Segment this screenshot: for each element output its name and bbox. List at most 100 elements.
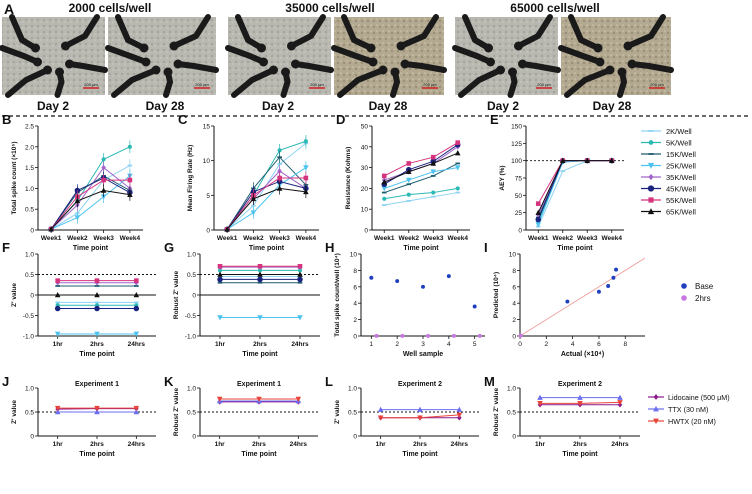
electrode-pad (605, 65, 615, 75)
electrode-pad (163, 67, 173, 77)
y-tick-label: 0.5 (25, 410, 34, 417)
series-line (50, 177, 131, 230)
legend-item: 65K/Well (641, 208, 696, 217)
electrode-pad (617, 67, 627, 77)
x-tick-label: Week4 (120, 235, 141, 242)
y-tick-label: 2 (353, 317, 357, 324)
data-point (374, 333, 379, 338)
electrode-trace (0, 45, 41, 65)
electrode-pad (61, 41, 70, 51)
x-axis-label: Time point (249, 245, 285, 252)
data-point (276, 185, 283, 191)
data-point (377, 415, 384, 421)
electrode-trace (462, 14, 492, 51)
legend-label: 25K/Well (666, 162, 696, 171)
series-35k-well (381, 144, 461, 183)
electrode-pad (484, 43, 493, 53)
data-point (577, 394, 583, 400)
electrode-trace (235, 14, 265, 51)
panel-letter-g: G (164, 240, 174, 255)
y-tick-label: 10 (509, 252, 517, 259)
series-line (384, 142, 459, 177)
electrode-trace (115, 14, 147, 51)
series-line (226, 156, 307, 230)
electrode-pad (627, 59, 637, 69)
data-point (477, 333, 482, 338)
data-point (653, 418, 659, 425)
electrode-pad (139, 43, 149, 53)
data-point (250, 210, 257, 216)
x-axis-label: Time point (562, 451, 598, 458)
day-label-6: Day 28 (593, 99, 632, 113)
series-25k-well (217, 315, 303, 321)
data-point (472, 304, 477, 309)
x-tick-label: 2hrs (573, 441, 587, 448)
series-line (383, 144, 459, 185)
data-point (584, 157, 591, 163)
panel-letter-h: H (325, 240, 334, 255)
y-tick-label: 10 (203, 158, 211, 165)
series-15k-well (535, 159, 615, 219)
micrograph-4: 200 μm (331, 14, 447, 98)
series-2hrs (374, 333, 482, 338)
x-axis-label: Time point (79, 451, 115, 458)
day-label-2: Day 28 (146, 99, 185, 113)
micrograph-2: 200 μm (105, 14, 219, 98)
legend-label: 55K/Well (666, 196, 696, 205)
data-point (100, 187, 107, 193)
series-ttx-30-nm- (537, 394, 623, 400)
data-point (303, 139, 308, 144)
y-tick-label: 0 (206, 228, 210, 235)
density-label-2000: 2000 cells/well (69, 1, 152, 15)
x-tick-label: 24hrs (611, 441, 629, 448)
series-line (384, 187, 458, 200)
chart-c: C 0 5 10 15 Week1 Week2 Week3 Week4 Time point Mea… (178, 112, 319, 252)
data-point (48, 226, 54, 232)
data-point (54, 409, 61, 415)
series-45k-well (535, 157, 615, 223)
panel-letter-c: C (178, 112, 188, 127)
x-tick-label: 2hrs (252, 441, 266, 448)
scale-bar-label: 200 μm (195, 82, 209, 87)
x-tick-label: Week1 (217, 235, 238, 242)
legend-density: 2K/Well 5K/Well 15K/Well 25K/Well 35K/Well 45… (641, 127, 696, 217)
electrode-trace (558, 45, 603, 65)
series-line (384, 152, 458, 183)
x-tick-label: 1hr (215, 441, 226, 448)
electrode-pad (281, 67, 290, 77)
data-point (454, 150, 461, 156)
x-tick-label: 24hrs (128, 441, 146, 448)
data-point (617, 394, 623, 400)
x-tick-label: 2 (395, 341, 399, 348)
chart-title: Experiment 1 (237, 381, 281, 388)
data-point (647, 162, 655, 169)
y-tick-label: 75 (515, 176, 523, 183)
data-point (535, 216, 542, 223)
electrode-pad (151, 65, 161, 75)
legend-item: 25K/Well (641, 162, 696, 171)
data-point (400, 333, 405, 338)
series-line (226, 187, 306, 230)
data-point (381, 186, 388, 192)
electrode-pad (368, 57, 378, 67)
x-tick-label: Week3 (423, 235, 444, 242)
x-tick-label: 24hrs (451, 441, 469, 448)
data-point (224, 226, 230, 232)
data-point (133, 409, 140, 415)
electrode-pad (269, 65, 278, 75)
series-hwtx-20-nm- (54, 405, 140, 412)
series-base (565, 267, 619, 304)
x-axis-label: Time point (241, 451, 277, 458)
legend-item: Lidocaine (500 μM) (648, 393, 730, 402)
legend-label: 45K/Well (666, 185, 696, 194)
series-55k-well (217, 264, 303, 269)
x-tick-label: Week3 (269, 235, 290, 242)
data-point (277, 175, 282, 181)
y-tick-label: -1.0 (185, 334, 197, 341)
legend-item: TTX (30 nM) (648, 405, 708, 414)
y-tick-label: 0 (364, 228, 368, 235)
electrode-pad (396, 41, 406, 51)
y-tick-label: -0.5 (23, 313, 35, 320)
data-point (653, 394, 659, 400)
electrode-trace (175, 61, 219, 73)
